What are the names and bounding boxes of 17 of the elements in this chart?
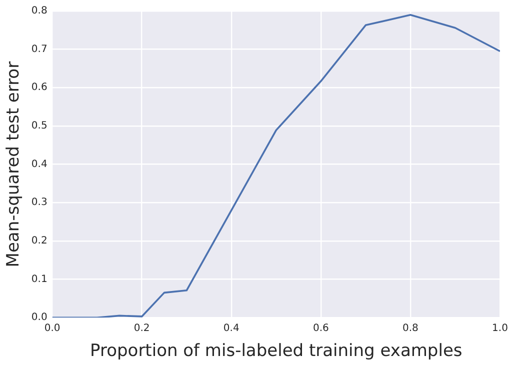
y-tick-label: 0.1 — [31, 274, 48, 285]
x-tick-label: 0.2 — [134, 323, 150, 334]
x-tick-label: 0.4 — [223, 323, 240, 334]
y-tick-label: 0.5 — [31, 120, 48, 132]
y-axis-title: Mean-squared test error — [4, 61, 24, 268]
y-tick-label: 0.2 — [31, 236, 48, 247]
x-tick-label: 0.0 — [44, 323, 60, 334]
y-tick-label: 0.6 — [31, 82, 48, 94]
y-tick-label: 0.8 — [31, 6, 48, 17]
x-tick-label: 0.6 — [312, 323, 329, 334]
y-tick-label: 0.4 — [31, 158, 48, 170]
x-tick-label: 1.0 — [492, 323, 508, 334]
x-axis-title: Proportion of mis-labeled training examples — [90, 341, 462, 362]
y-tick-label: 0.7 — [31, 44, 48, 55]
y-tick-label: 0.3 — [31, 197, 48, 208]
x-tick-label: 0.8 — [402, 323, 418, 334]
y-tick-label: 0.0 — [31, 312, 48, 324]
